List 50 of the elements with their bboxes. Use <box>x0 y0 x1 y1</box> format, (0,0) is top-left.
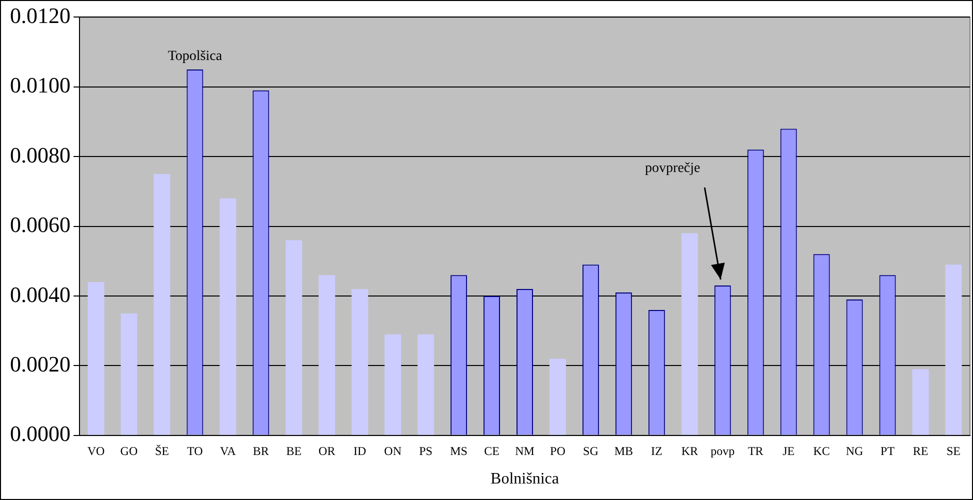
bar <box>154 174 170 435</box>
bar <box>88 282 104 435</box>
y-tick-label: 0.0080 <box>10 142 70 168</box>
x-tick-label: ŠE <box>154 444 169 458</box>
x-tick-label: IZ <box>651 444 662 458</box>
bar <box>220 198 236 435</box>
y-tick-label: 0.0060 <box>10 212 70 238</box>
y-tick-label: 0.0040 <box>10 282 70 307</box>
y-tick-label: 0.0100 <box>10 72 70 98</box>
y-tick-label: 0.0000 <box>10 421 70 446</box>
x-tick-label: BE <box>286 444 302 458</box>
bar <box>549 358 566 435</box>
x-tick-label: SE <box>946 444 961 458</box>
bar <box>945 264 962 435</box>
x-tick-label: KR <box>681 444 698 458</box>
x-tick-label: BR <box>252 444 269 458</box>
x-tick-label: OR <box>318 444 336 458</box>
x-tick-label: MB <box>614 444 634 458</box>
x-tick-label: GO <box>120 444 138 458</box>
annotation: povprečje <box>645 161 700 176</box>
x-tick-label: SG <box>583 444 599 458</box>
x-tick-label: TR <box>748 444 764 458</box>
bar <box>418 334 434 435</box>
x-tick-label: ID <box>354 444 367 458</box>
bar <box>681 233 698 435</box>
x-tick-label: PS <box>419 444 432 458</box>
x-tick-label: JE <box>782 444 795 458</box>
x-tick-label: RE <box>912 444 928 458</box>
x-tick-label: PO <box>550 444 566 458</box>
x-tick-label: ON <box>384 444 402 458</box>
x-tick-label: VO <box>87 444 105 458</box>
x-tick-label: povp <box>710 444 735 458</box>
bar <box>352 289 368 435</box>
bar <box>384 334 402 435</box>
x-axis-title: Bolnišnica <box>490 470 559 488</box>
bar <box>286 240 302 435</box>
y-tick-label: 0.0020 <box>10 351 70 376</box>
annotation: Topolšica <box>168 49 223 64</box>
x-tick-label: KC <box>813 444 830 458</box>
bar <box>912 369 929 435</box>
bar <box>318 275 336 435</box>
x-tick-label: NG <box>846 444 864 458</box>
x-tick-label: MS <box>450 444 468 458</box>
x-tick-label: VA <box>220 444 236 458</box>
x-tick-label: CE <box>484 444 500 458</box>
y-tick-label: 0.0120 <box>10 2 70 28</box>
bar <box>120 313 138 435</box>
x-tick-label: PT <box>880 444 896 458</box>
x-tick-label: TO <box>187 444 204 458</box>
x-tick-label: NM <box>515 444 535 458</box>
